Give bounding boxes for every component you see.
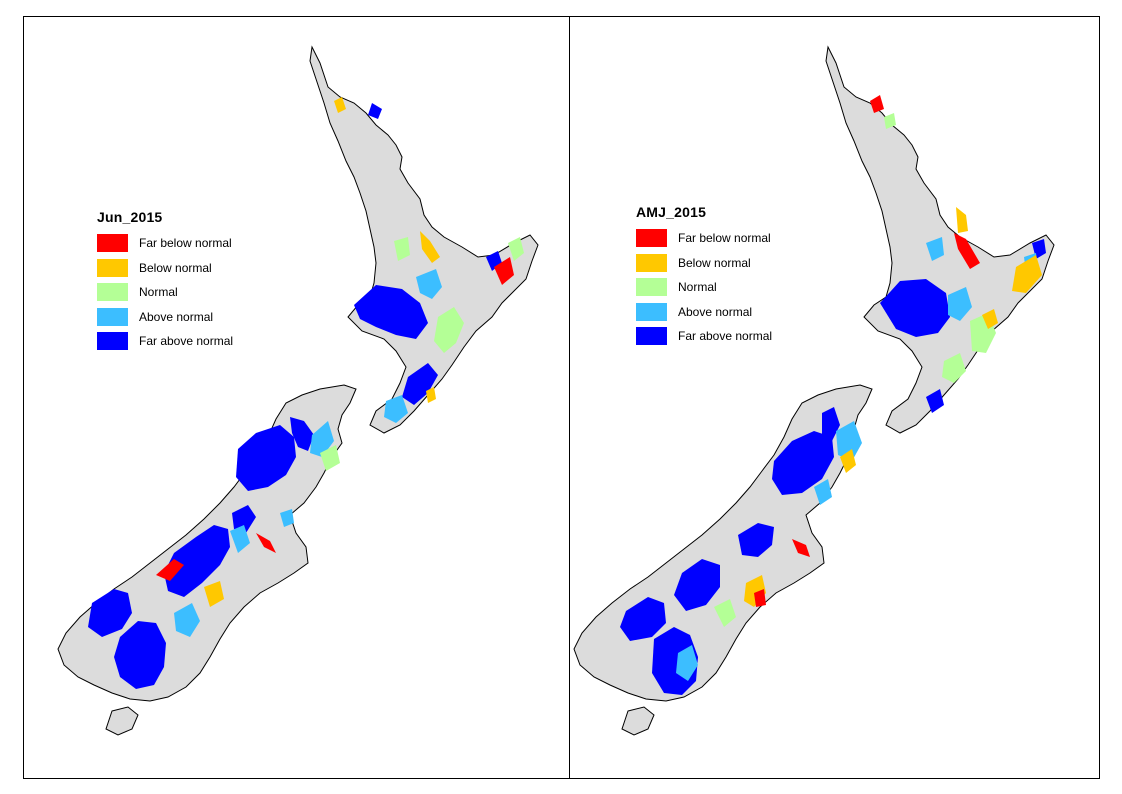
patch-above-2 bbox=[836, 421, 862, 461]
patch-far-below-1 bbox=[156, 559, 184, 581]
patch-below-4 bbox=[426, 387, 436, 403]
patch-above-3 bbox=[174, 603, 200, 637]
patch-far-above-4 bbox=[290, 417, 314, 451]
patch-above-5 bbox=[310, 421, 334, 457]
legend-label: Normal bbox=[678, 280, 717, 295]
legend-swatch bbox=[636, 253, 667, 272]
patch-far-above-7 bbox=[114, 621, 166, 689]
stewart-island bbox=[621, 706, 655, 736]
patch-normal-3 bbox=[714, 599, 736, 627]
patch-below-2 bbox=[982, 309, 998, 329]
legend-label: Below normal bbox=[139, 260, 212, 275]
patch-far-below-1 bbox=[954, 233, 980, 269]
patch-far-above-4 bbox=[738, 523, 774, 557]
map-panel-jun-2015: Jun_2015 Far below normal Below normal N… bbox=[23, 16, 570, 779]
patch-far-above-2 bbox=[402, 363, 438, 405]
patch-below-1 bbox=[1012, 255, 1042, 293]
patch-below-5 bbox=[956, 207, 968, 233]
legend-item-below-normal: Below normal bbox=[97, 256, 233, 281]
patch-far-above-10 bbox=[368, 103, 382, 119]
patch-above-2 bbox=[384, 395, 408, 423]
legend-item-below-normal: Below normal bbox=[636, 251, 772, 276]
patch-far-above-2 bbox=[772, 431, 834, 495]
legend-label: Above normal bbox=[139, 309, 214, 324]
patch-far-above-1 bbox=[880, 279, 950, 337]
legend-label: Normal bbox=[139, 285, 178, 300]
patch-below-3 bbox=[334, 97, 346, 113]
patch-far-below-3 bbox=[256, 533, 276, 553]
map-panel-amj-2015: AMJ_2015 Far below normal Below normal N… bbox=[569, 16, 1100, 779]
legend-swatch bbox=[97, 258, 128, 277]
legend-swatch bbox=[636, 278, 667, 297]
patch-far-above-6 bbox=[88, 589, 132, 637]
patch-far-below-4 bbox=[792, 539, 810, 557]
legend-swatch bbox=[636, 229, 667, 248]
legend-label: Far below normal bbox=[139, 236, 232, 251]
legend-label: Far below normal bbox=[678, 231, 771, 246]
patch-above-6 bbox=[926, 237, 944, 261]
patch-normal-1 bbox=[434, 307, 464, 353]
patch-below-4 bbox=[840, 449, 856, 473]
legend-label: Far above normal bbox=[678, 329, 773, 344]
legend-item-above-normal: Above normal bbox=[636, 300, 772, 325]
legend-label: Below normal bbox=[678, 255, 751, 270]
legend-item-far-above-normal: Far above normal bbox=[97, 329, 233, 354]
patch-above-6 bbox=[280, 509, 294, 527]
legend-title: Jun_2015 bbox=[97, 209, 163, 225]
patch-above-4 bbox=[230, 525, 250, 553]
legend-item-far-below-normal: Far below normal bbox=[636, 226, 772, 251]
patch-far-above-8 bbox=[232, 505, 256, 533]
patch-far-below-2 bbox=[870, 95, 884, 113]
region-patches bbox=[88, 97, 524, 689]
patch-normal-2 bbox=[508, 237, 524, 261]
legend-item-normal: Normal bbox=[97, 280, 233, 305]
patch-above-4 bbox=[676, 645, 698, 681]
patch-far-below-2 bbox=[494, 257, 514, 285]
nz-map-jun-2015 bbox=[57, 45, 539, 736]
legend-amj-2015: AMJ_2015 Far below normal Below normal N… bbox=[636, 204, 772, 349]
legend-swatch bbox=[97, 332, 128, 351]
patch-above-1 bbox=[948, 287, 972, 321]
legend-item-far-below-normal: Far below normal bbox=[97, 231, 233, 256]
legend-label: Above normal bbox=[678, 304, 753, 319]
patch-normal-4 bbox=[394, 237, 410, 261]
legend-swatch bbox=[97, 234, 128, 253]
legend-item-above-normal: Above normal bbox=[97, 305, 233, 330]
patch-far-above-9 bbox=[926, 389, 944, 413]
patch-above-5 bbox=[814, 479, 832, 505]
legend-swatch bbox=[636, 302, 667, 321]
region-patches bbox=[620, 95, 1046, 695]
legend-item-normal: Normal bbox=[636, 275, 772, 300]
legend-swatch bbox=[636, 327, 667, 346]
patch-far-below-3 bbox=[754, 589, 766, 607]
patch-above-1 bbox=[416, 269, 442, 299]
legend-jun-2015: Jun_2015 Far below normal Below normal N… bbox=[97, 209, 233, 354]
legend-swatch bbox=[97, 283, 128, 302]
patch-normal-4 bbox=[884, 113, 896, 129]
patch-far-above-3 bbox=[236, 425, 296, 491]
patch-normal-3 bbox=[320, 445, 340, 471]
stewart-island bbox=[105, 706, 139, 736]
patch-below-2 bbox=[420, 231, 440, 263]
nz-map-amj-2015 bbox=[573, 45, 1055, 736]
legend-title: AMJ_2015 bbox=[636, 204, 707, 220]
patch-far-above-6 bbox=[620, 597, 666, 641]
patch-far-above-1 bbox=[354, 285, 428, 339]
patch-far-above-3 bbox=[822, 407, 840, 441]
legend-swatch bbox=[97, 307, 128, 326]
patch-below-1 bbox=[204, 581, 224, 607]
legend-label: Far above normal bbox=[139, 334, 234, 349]
patch-far-above-5 bbox=[164, 525, 230, 597]
patch-normal-2 bbox=[942, 353, 966, 383]
patch-far-above-5 bbox=[674, 559, 720, 611]
legend-item-far-above-normal: Far above normal bbox=[636, 324, 772, 349]
